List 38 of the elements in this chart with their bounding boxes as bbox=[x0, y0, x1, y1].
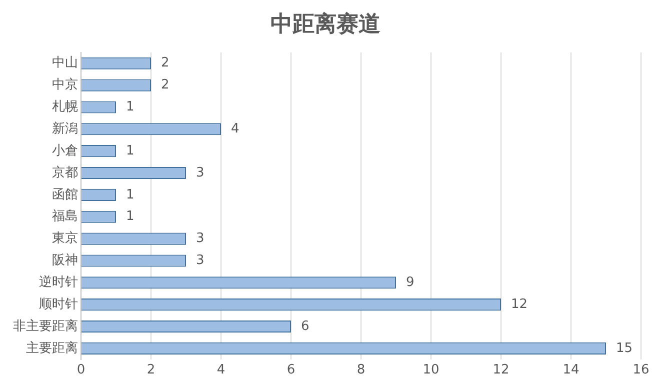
data-label: 1 bbox=[126, 187, 134, 202]
data-label: 3 bbox=[196, 165, 204, 180]
x-tick-label: 16 bbox=[632, 362, 650, 378]
y-tick-label: 非主要距离 bbox=[13, 318, 78, 334]
data-label: 6 bbox=[301, 318, 310, 334]
x-tick-label: 6 bbox=[286, 362, 296, 378]
data-label: 9 bbox=[406, 275, 414, 290]
data-label: 1 bbox=[126, 209, 134, 224]
y-tick-label: 主要距离 bbox=[26, 340, 78, 356]
y-tick-label: 札幌 bbox=[52, 100, 78, 115]
data-label: 2 bbox=[161, 56, 170, 71]
x-tick-label: 0 bbox=[76, 362, 86, 378]
data-label: 4 bbox=[231, 122, 240, 137]
y-tick-label: 新潟 bbox=[52, 122, 78, 137]
y-tick-label: 小倉 bbox=[52, 143, 78, 158]
data-label: 3 bbox=[196, 231, 204, 246]
y-tick-label: 中京 bbox=[52, 78, 78, 93]
y-tick-label: 京都 bbox=[52, 165, 78, 180]
data-label: 2 bbox=[161, 78, 170, 93]
x-tick-label: 2 bbox=[146, 362, 156, 378]
data-label: 1 bbox=[126, 143, 134, 158]
y-tick-label: 中山 bbox=[52, 56, 78, 71]
data-label: 15 bbox=[616, 340, 633, 356]
x-tick-label: 8 bbox=[356, 362, 366, 378]
x-tick-label: 12 bbox=[492, 362, 510, 378]
x-tick-label: 14 bbox=[562, 362, 580, 378]
data-label: 12 bbox=[511, 296, 528, 312]
y-tick-label: 逆时针 bbox=[39, 275, 78, 290]
data-label: 1 bbox=[126, 100, 134, 115]
y-tick-label: 阪神 bbox=[52, 253, 78, 268]
y-tick-label: 福島 bbox=[52, 209, 78, 224]
chart-title: 中距离赛道 bbox=[270, 10, 380, 37]
y-tick-label: 函館 bbox=[52, 187, 78, 202]
y-tick-label: 顺时针 bbox=[39, 296, 78, 312]
x-tick-label: 10 bbox=[422, 362, 440, 378]
x-tick-label: 4 bbox=[216, 362, 226, 378]
data-label: 3 bbox=[196, 253, 204, 268]
y-tick-label: 東京 bbox=[52, 231, 78, 246]
